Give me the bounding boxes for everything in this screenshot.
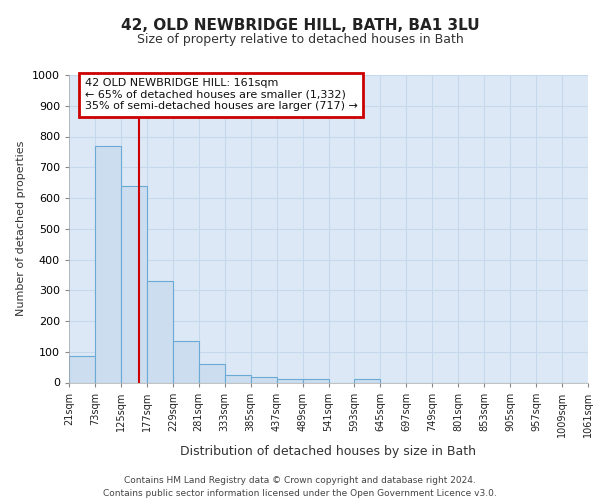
Bar	[355, 380, 380, 382]
X-axis label: Distribution of detached houses by size in Bath: Distribution of detached houses by size …	[181, 445, 476, 458]
Text: Contains HM Land Registry data © Crown copyright and database right 2024.: Contains HM Land Registry data © Crown c…	[124, 476, 476, 485]
Bar	[147, 281, 173, 382]
Text: Size of property relative to detached houses in Bath: Size of property relative to detached ho…	[137, 32, 463, 46]
Bar	[95, 146, 121, 382]
Bar	[173, 341, 199, 382]
Bar	[199, 364, 224, 382]
Text: 42, OLD NEWBRIDGE HILL, BATH, BA1 3LU: 42, OLD NEWBRIDGE HILL, BATH, BA1 3LU	[121, 18, 479, 32]
Bar	[277, 380, 302, 382]
Bar	[302, 380, 329, 382]
Bar	[121, 186, 147, 382]
Bar	[251, 377, 277, 382]
Bar	[225, 375, 251, 382]
Bar	[69, 356, 95, 382]
Text: Contains public sector information licensed under the Open Government Licence v3: Contains public sector information licen…	[103, 489, 497, 498]
Text: 42 OLD NEWBRIDGE HILL: 161sqm
← 65% of detached houses are smaller (1,332)
35% o: 42 OLD NEWBRIDGE HILL: 161sqm ← 65% of d…	[85, 78, 358, 112]
Y-axis label: Number of detached properties: Number of detached properties	[16, 141, 26, 316]
